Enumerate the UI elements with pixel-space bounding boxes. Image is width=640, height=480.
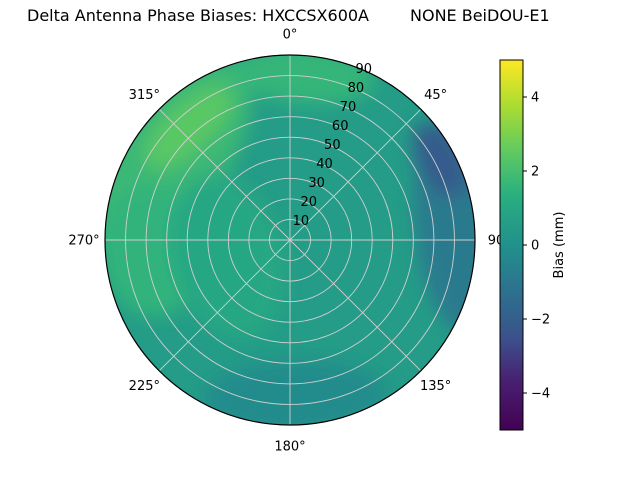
- azimuth-label: 135°: [420, 379, 451, 394]
- chart-title-main: Delta Antenna Phase Biases: HXCCSX600A: [27, 6, 369, 25]
- colorbar-tick-label: −2: [531, 313, 550, 328]
- polar-outline: [104, 54, 476, 426]
- elevation-ring-labels: 10 20 30 40 50 60 70 80 90: [293, 62, 372, 229]
- azimuth-label: 315°: [129, 88, 160, 103]
- azimuth-label: 45°: [424, 88, 447, 103]
- azimuth-label: 270°: [68, 234, 99, 249]
- colorbar: 4 2 0 −2 −4 Bias (mm): [499, 59, 567, 431]
- elevation-ring-label: 60: [332, 119, 349, 134]
- elevation-ring-label: 20: [300, 195, 317, 210]
- grid-spoke: [158, 239, 291, 372]
- grid-spoke: [289, 108, 422, 241]
- polar-grid: [104, 54, 476, 426]
- elevation-ring-label: 80: [348, 81, 365, 96]
- azimuth-label: 180°: [274, 440, 305, 455]
- elevation-ring-label: 40: [316, 157, 333, 172]
- colorbar-tick-label: 4: [531, 91, 539, 106]
- colorbar-tick-label: −4: [531, 387, 550, 402]
- elevation-ring-label: 30: [308, 176, 325, 191]
- elevation-ring-label: 10: [293, 214, 310, 229]
- azimuth-label: 0°: [283, 28, 298, 43]
- chart-title-secondary: NONE BeiDOU-E1: [410, 6, 550, 25]
- azimuth-labels: 0° 45° 90 135° 180° 225° 270° 315°: [68, 28, 504, 455]
- elevation-ring-label: 70: [340, 100, 357, 115]
- colorbar-tick-label: 2: [531, 165, 539, 180]
- elevation-ring-label: 50: [324, 138, 341, 153]
- grid-spoke: [289, 239, 422, 372]
- colorbar-tick-label: 0: [531, 239, 539, 254]
- azimuth-label: 225°: [129, 379, 160, 394]
- colorbar-ticks: 4 2 0 −2 −4: [523, 91, 550, 402]
- colorbar-label: Bias (mm): [552, 212, 567, 279]
- colorbar-gradient: [499, 59, 524, 431]
- grid-spoke: [158, 108, 291, 241]
- elevation-ring-label: 90: [356, 62, 373, 77]
- bias-region-green-bright-spot: [144, 86, 233, 169]
- chart-title: Delta Antenna Phase Biases: HXCCSX600A N…: [27, 6, 550, 25]
- bias-region-teal-bottom: [203, 360, 388, 425]
